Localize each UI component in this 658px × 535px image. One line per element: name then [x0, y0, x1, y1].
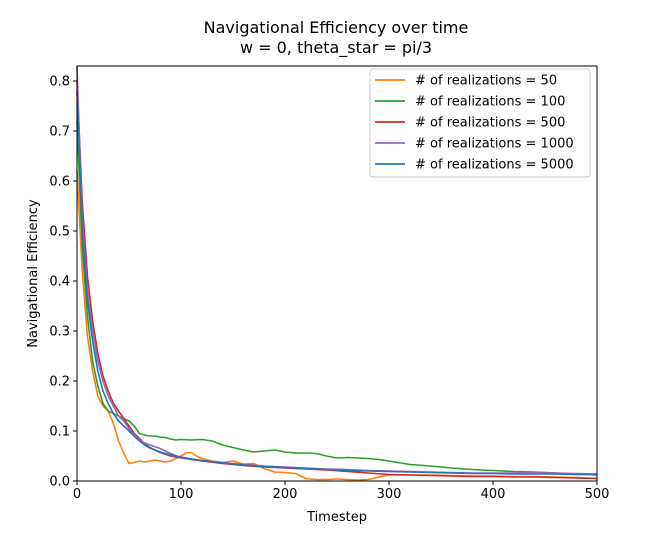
- y-axis: 0.0 0.1 0.2 0.3 0.4 0.5 0.6 0.7 0.8: [49, 75, 77, 490]
- series-layer: [76, 65, 598, 481]
- y-tick-label: 0.1: [49, 425, 70, 440]
- y-tick-label: 0.4: [49, 275, 70, 290]
- chart-subtitle: w = 0, theta_star = pi/3: [240, 38, 432, 58]
- x-tick-label: 500: [585, 487, 610, 502]
- legend-label-4: # of realizations = 5000: [415, 158, 574, 173]
- x-tick-label: 200: [273, 487, 298, 502]
- series-line-4: [76, 90, 597, 476]
- legend-label-3: # of realizations = 1000: [415, 137, 574, 152]
- x-axis-label: Timestep: [306, 510, 367, 525]
- legend-label-0: # of realizations = 50: [415, 74, 557, 89]
- y-tick-label: 0.7: [49, 125, 70, 140]
- plot-frame: [76, 65, 598, 482]
- chart-title: Navigational Efficiency over time: [204, 18, 469, 37]
- x-tick-label: 0: [73, 487, 81, 502]
- x-tick-label: 100: [169, 487, 194, 502]
- y-axis-label: Navigational Efficiency: [26, 199, 41, 348]
- x-tick-label: 400: [481, 487, 506, 502]
- y-tick-label: 0.3: [49, 325, 70, 340]
- y-tick-label: 0.0: [49, 475, 70, 490]
- legend-items: # of realizations = 50 # of realizations …: [375, 74, 574, 173]
- legend-label-1: # of realizations = 100: [415, 95, 565, 110]
- legend: # of realizations = 50 # of realizations …: [369, 68, 591, 178]
- y-tick-label: 0.6: [49, 175, 70, 190]
- y-tick-label: 0.5: [49, 225, 70, 240]
- y-tick-label: 0.8: [49, 75, 70, 90]
- x-tick-label: 300: [377, 487, 402, 502]
- legend-label-2: # of realizations = 500: [415, 116, 565, 131]
- x-axis: 0 100 200 300 400 500: [73, 481, 610, 502]
- legend-box: [369, 68, 591, 178]
- y-tick-label: 0.2: [49, 375, 70, 390]
